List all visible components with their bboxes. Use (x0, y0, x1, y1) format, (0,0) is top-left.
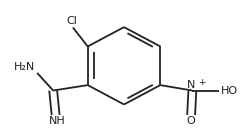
Text: NH: NH (49, 116, 65, 126)
Text: N: N (187, 80, 195, 90)
Text: H₂N: H₂N (13, 62, 35, 72)
Text: HO: HO (221, 85, 238, 95)
Text: O: O (187, 116, 195, 126)
Text: Cl: Cl (66, 16, 77, 26)
Text: +: + (198, 78, 205, 87)
